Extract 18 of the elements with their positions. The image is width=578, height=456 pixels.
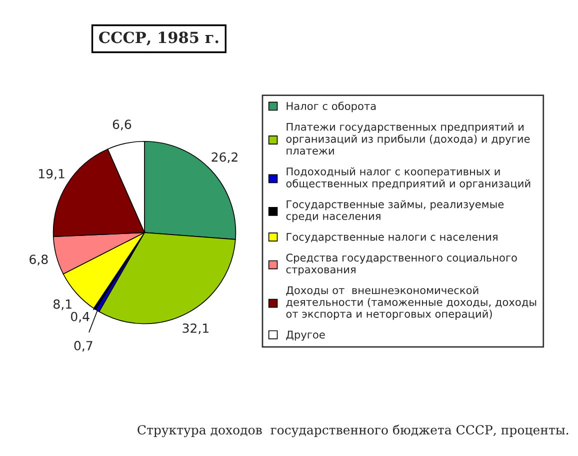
data-label: 8,1 [54, 299, 72, 310]
legend-label: Другое [286, 330, 325, 341]
legend-label: Подоходный налог с кооперативных и общественных предприятий и организаций [286, 167, 530, 190]
data-label: 32,1 [182, 323, 208, 334]
chart-title: СССР, 1985 г. [99, 32, 218, 46]
data-label: 19,1 [39, 168, 64, 180]
legend-label: Налог с оборота [286, 102, 376, 112]
legend-label: Государственные займы, реализуемые среди населения [286, 200, 504, 222]
data-label: 0,7 [74, 340, 92, 352]
data-label: 6,8 [30, 254, 48, 266]
data-label: 26,2 [212, 152, 238, 164]
text: Структура доходов государственного бюджета СССР, проценты. [138, 424, 568, 438]
data-label: 0,4 [70, 312, 90, 323]
legend-label: Средства государственного социального страхования [286, 254, 517, 276]
data-label: 6,6 [112, 120, 132, 130]
legend-label: Платежи государственных предприятий и организаций из прибыли (дохода) и другие платежи [286, 122, 530, 155]
legend-label: Доходы от внешнеэкономической деятельности (таможенные доходы, доходы от экспорта и неторговых операций) [286, 286, 536, 320]
legend-label: Государственные налоги с населения [286, 232, 498, 243]
